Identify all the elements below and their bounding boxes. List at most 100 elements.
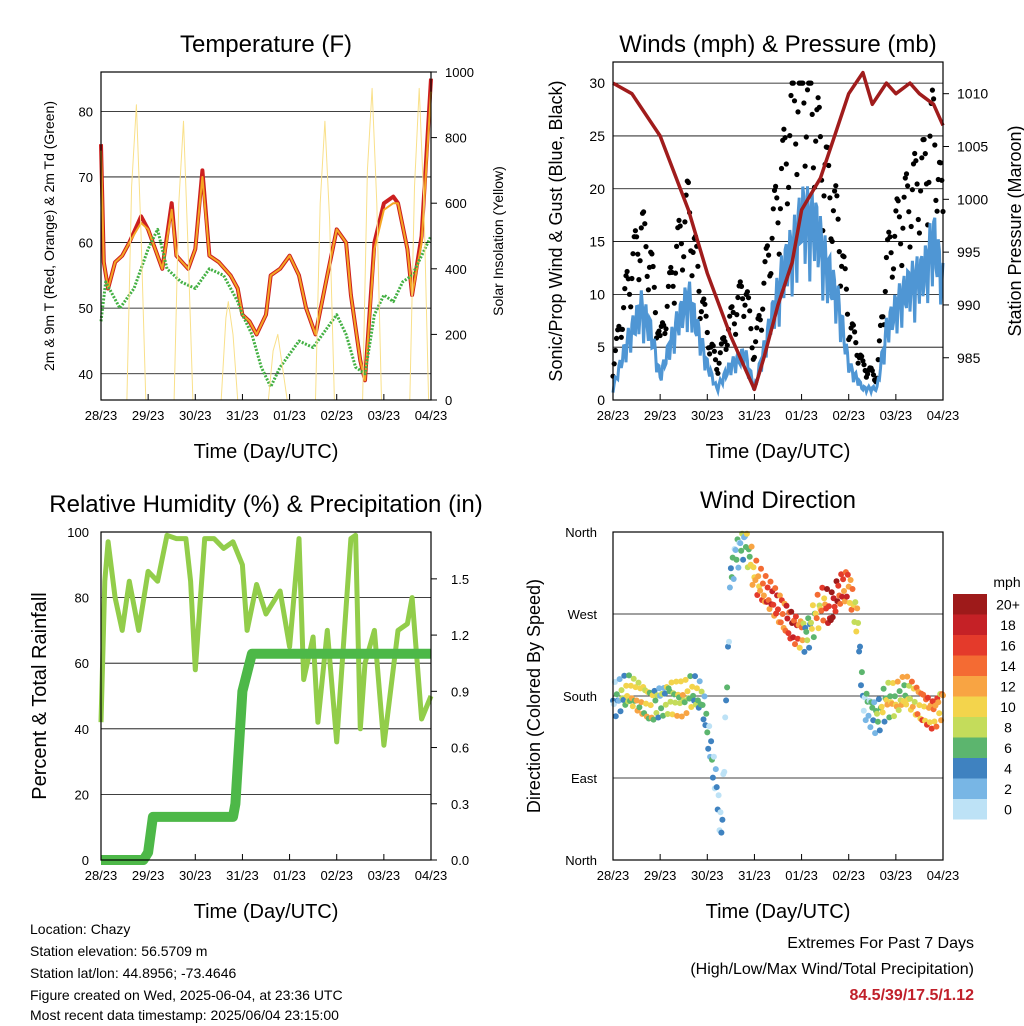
winds-gust-point <box>847 334 853 340</box>
winds-gust-point <box>657 332 663 339</box>
winds-gust-point <box>618 334 624 340</box>
rh-x-tick-label: 29/23 <box>132 868 165 883</box>
dir-direction-point <box>740 556 747 563</box>
winds-gust-point <box>784 201 791 207</box>
dir-direction-point <box>891 693 898 700</box>
rh-y-tick-label: 60 <box>75 656 89 671</box>
winds-y-right-tick-label: 1010 <box>957 86 988 102</box>
winds-gust-point <box>892 233 898 239</box>
rh-y-tick-label: 20 <box>75 787 89 802</box>
extremes-heading: Extremes For Past 7 Days <box>787 935 974 952</box>
dir-direction-point <box>705 745 712 752</box>
winds-gust-point <box>703 313 709 319</box>
winds-gust-point <box>809 111 815 117</box>
dir-direction-point <box>777 619 784 626</box>
winds-gust-point <box>783 161 789 167</box>
dir-direction-point <box>858 682 864 689</box>
winds-gust-point <box>611 361 617 367</box>
rh-x-tick-label: 30/23 <box>179 868 212 883</box>
winds-gust-point <box>664 303 670 309</box>
winds-gust-point <box>702 301 708 307</box>
winds-gust-point <box>760 306 766 312</box>
dir-direction-point <box>713 784 720 791</box>
temp-y-tick-label: 40 <box>79 367 93 382</box>
winds-gust-point <box>715 370 721 376</box>
winds-gust-point <box>778 165 785 172</box>
winds-gust-point <box>674 243 680 249</box>
winds-y-tick-label: 5 <box>597 339 605 355</box>
dir-direction-point <box>612 713 619 720</box>
dir-direction-point <box>698 688 705 695</box>
dir-direction-point <box>914 711 921 718</box>
winds-gust-point <box>850 322 857 328</box>
dir-direction-point <box>762 573 769 579</box>
winds-gust-point <box>832 188 838 194</box>
winds-gust-point <box>721 335 727 341</box>
dir-direction-point <box>903 701 910 708</box>
temp-y-tick-label: 70 <box>79 170 93 185</box>
dir-direction-point <box>726 638 732 645</box>
dir-direction-point <box>733 556 740 563</box>
dir-legend-label: 16 <box>1000 637 1016 653</box>
dir-direction-point <box>788 608 795 615</box>
dir-direction-point <box>749 581 756 588</box>
dir-legend-swatch <box>953 799 987 820</box>
dir-direction-point <box>899 674 906 680</box>
dir-legend-label: 8 <box>1004 719 1012 735</box>
winds-gust-point <box>629 275 635 282</box>
info-created: Figure created on Wed, 2025-06-04, at 23… <box>30 987 343 1003</box>
dir-direction-point <box>632 684 639 691</box>
dir-direction-point <box>901 682 908 689</box>
dir-direction-point <box>655 714 662 721</box>
winds-y-tick-label: 20 <box>589 181 605 197</box>
dir-legend-swatch <box>953 696 987 717</box>
dir-direction-point <box>770 601 777 608</box>
winds-gust-point <box>668 264 674 271</box>
dir-direction-point <box>764 584 771 591</box>
dir-direction-point <box>824 586 830 592</box>
dir-direction-point <box>829 614 836 621</box>
winds-gust-point <box>626 291 633 297</box>
dir-direction-point <box>896 688 903 695</box>
dir-direction-point <box>692 673 698 680</box>
dir-direction-point <box>852 599 859 606</box>
rh-x-tick-label: 01/23 <box>273 868 306 883</box>
rh-y-tick-label: 80 <box>75 591 89 606</box>
winds-gust-point <box>701 296 707 302</box>
winds-gust-point <box>821 193 827 199</box>
dir-direction-point <box>936 710 943 717</box>
dir-direction-point <box>916 702 923 709</box>
winds-gust-point <box>754 325 760 331</box>
dir-direction-point <box>708 738 715 745</box>
dir-direction-point <box>621 672 628 679</box>
dir-direction-point <box>693 685 700 692</box>
temp-y-right-tick-label: 600 <box>445 196 467 211</box>
winds-gust-point <box>934 208 940 214</box>
dir-direction-point <box>820 617 827 624</box>
dir-direction-point <box>815 625 822 632</box>
dir-direction-point <box>701 693 708 700</box>
dir-legend-label: 6 <box>1004 740 1012 756</box>
dir-direction-point <box>865 712 872 719</box>
dir-direction-point <box>772 585 779 592</box>
dir-direction-point <box>748 543 755 550</box>
winds-gust-point <box>922 151 928 157</box>
winds-gust-point <box>762 259 768 265</box>
winds-gust-point <box>915 216 921 223</box>
dir-direction-point <box>935 699 942 706</box>
winds-gust-point <box>642 221 648 227</box>
dir-direction-point <box>617 708 624 715</box>
winds-gust-point <box>815 95 821 101</box>
dir-direction-point <box>636 704 643 711</box>
dir-direction-point <box>679 692 686 698</box>
temp-title: Temperature (F) <box>180 31 352 58</box>
winds-gust-point <box>628 304 634 310</box>
dir-direction-point <box>779 611 786 617</box>
winds-x-tick-label: 29/23 <box>644 408 677 423</box>
dir-direction-point <box>880 685 887 692</box>
dir-direction-point <box>909 703 916 710</box>
winds-gust-point <box>834 193 840 199</box>
rh-y-right-tick-label: 0.3 <box>451 797 469 812</box>
dir-frame <box>612 531 944 861</box>
dir-direction-point <box>792 613 799 620</box>
